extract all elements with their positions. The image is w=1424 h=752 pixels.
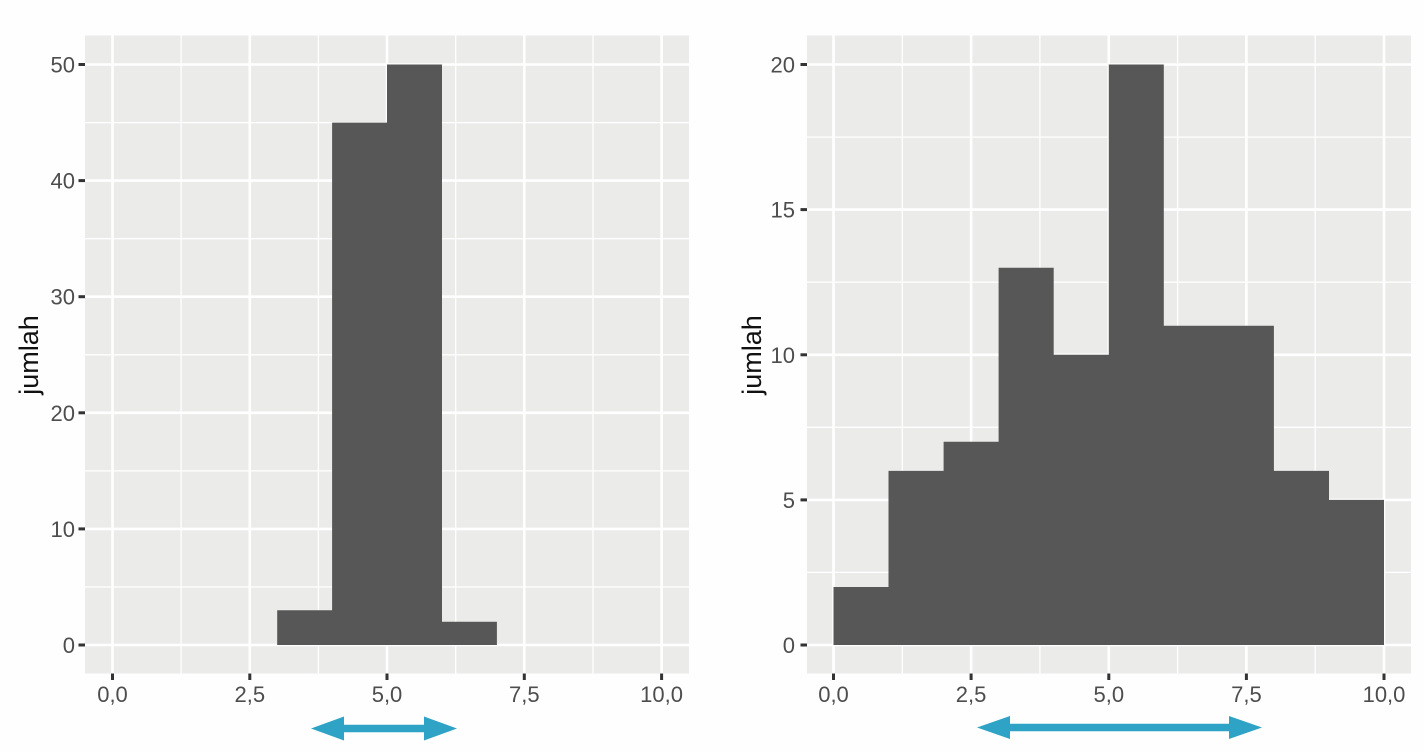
svg-text:5,0: 5,0 <box>1094 682 1125 707</box>
svg-text:0,0: 0,0 <box>818 682 849 707</box>
svg-text:7,5: 7,5 <box>1231 682 1262 707</box>
svg-text:10,0: 10,0 <box>1363 682 1406 707</box>
svg-text:jumlah: jumlah <box>14 315 44 396</box>
svg-text:30: 30 <box>51 285 75 310</box>
svg-text:0,0: 0,0 <box>97 682 128 707</box>
svg-text:2,5: 2,5 <box>956 682 987 707</box>
svg-text:50: 50 <box>51 53 75 78</box>
svg-text:10,0: 10,0 <box>640 682 683 707</box>
svg-text:7,5: 7,5 <box>509 682 540 707</box>
svg-text:10: 10 <box>51 517 75 542</box>
svg-text:20: 20 <box>771 53 795 78</box>
svg-text:15: 15 <box>771 198 795 223</box>
svg-text:2,5: 2,5 <box>235 682 266 707</box>
svg-text:0: 0 <box>783 633 795 658</box>
svg-text:40: 40 <box>51 169 75 194</box>
svg-text:0: 0 <box>63 633 75 658</box>
svg-text:5: 5 <box>783 488 795 513</box>
svg-text:5,0: 5,0 <box>372 682 403 707</box>
svg-text:jumlah: jumlah <box>737 315 767 396</box>
svg-text:20: 20 <box>51 401 75 426</box>
svg-text:10: 10 <box>771 343 795 368</box>
